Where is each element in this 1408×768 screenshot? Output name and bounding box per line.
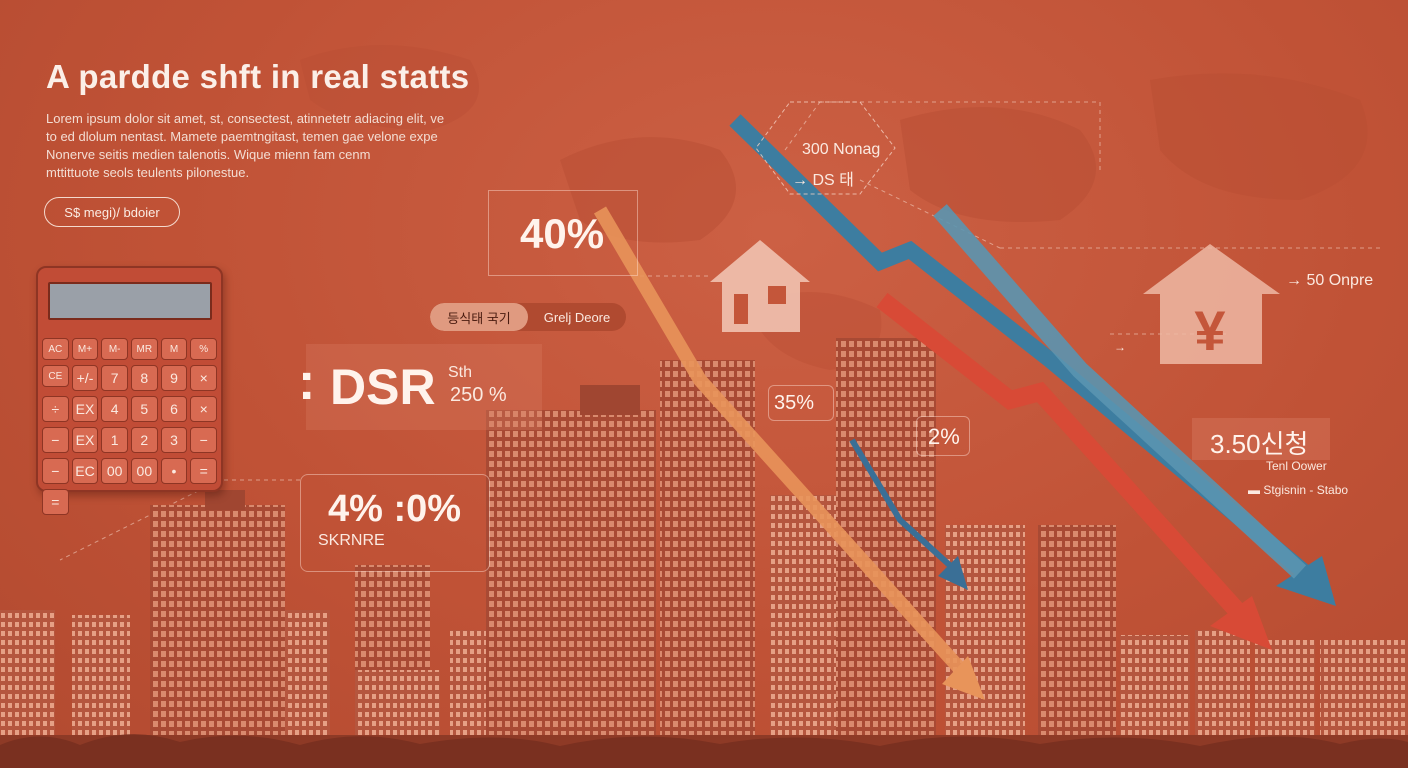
calculator-key: 2 bbox=[130, 427, 158, 453]
toggle-option-inactive[interactable]: Grelj Deore bbox=[543, 309, 611, 325]
stat-rate-sub: Tenl Oower bbox=[1266, 459, 1327, 473]
calculator-key: 8 bbox=[130, 365, 158, 391]
calculator-key: = bbox=[42, 489, 69, 515]
calculator-key: EC bbox=[71, 458, 99, 484]
stat-three-hundred: 300 Nonag bbox=[802, 141, 881, 158]
stat-two-percent: 2% bbox=[928, 424, 960, 449]
calculator-key: 1 bbox=[101, 427, 128, 453]
intro-line: to ed dlolum nentast. Mamete paemtngitas… bbox=[46, 129, 438, 144]
dsr-label: DSR bbox=[330, 359, 436, 415]
calculator-key: CE bbox=[42, 365, 69, 387]
light-blue-arrow bbox=[933, 204, 1307, 579]
stat-fifty: 50 Onpre bbox=[1306, 272, 1374, 289]
dsr-sub-label: Sth bbox=[448, 364, 473, 381]
intro-line: mttittuote seols teulents pilonestue. bbox=[46, 165, 250, 180]
calculator-key: • bbox=[160, 458, 188, 484]
calculator-key: × bbox=[190, 396, 217, 422]
calculator-key: 4 bbox=[101, 396, 128, 422]
dsr-bullet-icon: : bbox=[298, 353, 316, 411]
calculator-key: EX bbox=[71, 427, 99, 453]
arrow-right-icon: → bbox=[792, 172, 813, 189]
calculator-key: 00 bbox=[130, 458, 158, 484]
dash-icon: ▬ bbox=[1248, 483, 1264, 497]
calculator-key: M- bbox=[101, 338, 128, 360]
intro-line: Nonerve seitis medien talenotis. Wique m… bbox=[46, 147, 371, 162]
calculator-key: MR bbox=[130, 338, 158, 360]
calculator-key: − bbox=[42, 427, 69, 453]
orange-arrow bbox=[593, 206, 985, 700]
cta-button[interactable]: S$ megi)/ bdoier bbox=[44, 197, 180, 227]
page-title: A pardde shft in real statts bbox=[46, 58, 470, 95]
intro-paragraph: Lorem ipsum dolor sit amet, st, consecte… bbox=[46, 110, 516, 182]
dsr-panel bbox=[306, 344, 542, 430]
calculator-key: 3 bbox=[160, 427, 188, 453]
stat-box-range bbox=[300, 474, 490, 572]
stat-rate: 3.50신청 bbox=[1210, 429, 1309, 459]
calculator-key: M+ bbox=[71, 338, 99, 360]
calculator-key: 6 bbox=[160, 396, 188, 422]
stat-rate-note-row: ▬ Stgisnin - Stabo bbox=[1248, 483, 1348, 497]
calculator-key: +/- bbox=[71, 365, 99, 391]
calculator-keypad: AC M+ M- MR M% CE +/- 7 8 9 × ÷ EX 4 5 6 × − EX 1 2 3− − EC 00 00… bbox=[42, 338, 217, 515]
yen-house-icon bbox=[1143, 244, 1280, 364]
calculator-key: 00 bbox=[101, 458, 128, 484]
dsr-value: 250 % bbox=[450, 384, 507, 406]
calculator-key: × bbox=[190, 365, 217, 391]
svg-text:¥: ¥ bbox=[1194, 299, 1225, 362]
rate-panel bbox=[1192, 418, 1330, 460]
calculator-key: AC bbox=[42, 338, 69, 360]
stat-thirtyfive: 35% bbox=[774, 392, 815, 414]
stat-rate-note: Stgisnin - Stabo bbox=[1263, 483, 1349, 497]
toggle-option-active[interactable]: 등식태 국기 bbox=[430, 303, 528, 331]
calculator-key: 9 bbox=[160, 365, 188, 391]
stat-ds-row: → DS 태 bbox=[792, 166, 854, 190]
intro-line: Lorem ipsum dolor sit amet, st, consecte… bbox=[46, 111, 445, 126]
arrow-right-icon: → bbox=[1114, 340, 1126, 354]
stat-ds-label: DS 태 bbox=[812, 172, 854, 189]
calculator-illustration: AC M+ M- MR M% CE +/- 7 8 9 × ÷ EX 4 5 6 × − EX 1 2 3− − EC 00 00… bbox=[36, 266, 223, 515]
calculator-key: 5 bbox=[130, 396, 158, 422]
calculator-screen bbox=[48, 282, 212, 320]
stat-fifty-row: → 50 Onpre bbox=[1286, 272, 1373, 290]
stat-range-label: SKRNRE bbox=[318, 532, 385, 549]
calculator-key: = bbox=[190, 458, 217, 484]
dark-blue-arrow bbox=[849, 438, 968, 590]
stat-box-two bbox=[916, 416, 970, 456]
stat-box-thirtyfive bbox=[768, 385, 834, 421]
stat-forty-percent: 40% bbox=[520, 210, 605, 257]
calculator-key: ÷ bbox=[42, 396, 69, 422]
stat-box-forty bbox=[488, 190, 638, 276]
calculator-key: − bbox=[42, 458, 69, 484]
view-toggle[interactable]: 등식태 국기 Grelj Deore bbox=[430, 303, 626, 331]
calculator-key: % bbox=[190, 338, 217, 360]
calculator-key: EX bbox=[71, 396, 99, 422]
arrow-right-icon: → bbox=[1286, 272, 1307, 289]
calculator-key: 7 bbox=[101, 365, 128, 391]
red-arrow bbox=[876, 292, 1272, 650]
stat-range-value: 4% :0% bbox=[328, 488, 462, 530]
calculator-key: − bbox=[190, 427, 217, 453]
calculator-key: M bbox=[160, 338, 188, 360]
